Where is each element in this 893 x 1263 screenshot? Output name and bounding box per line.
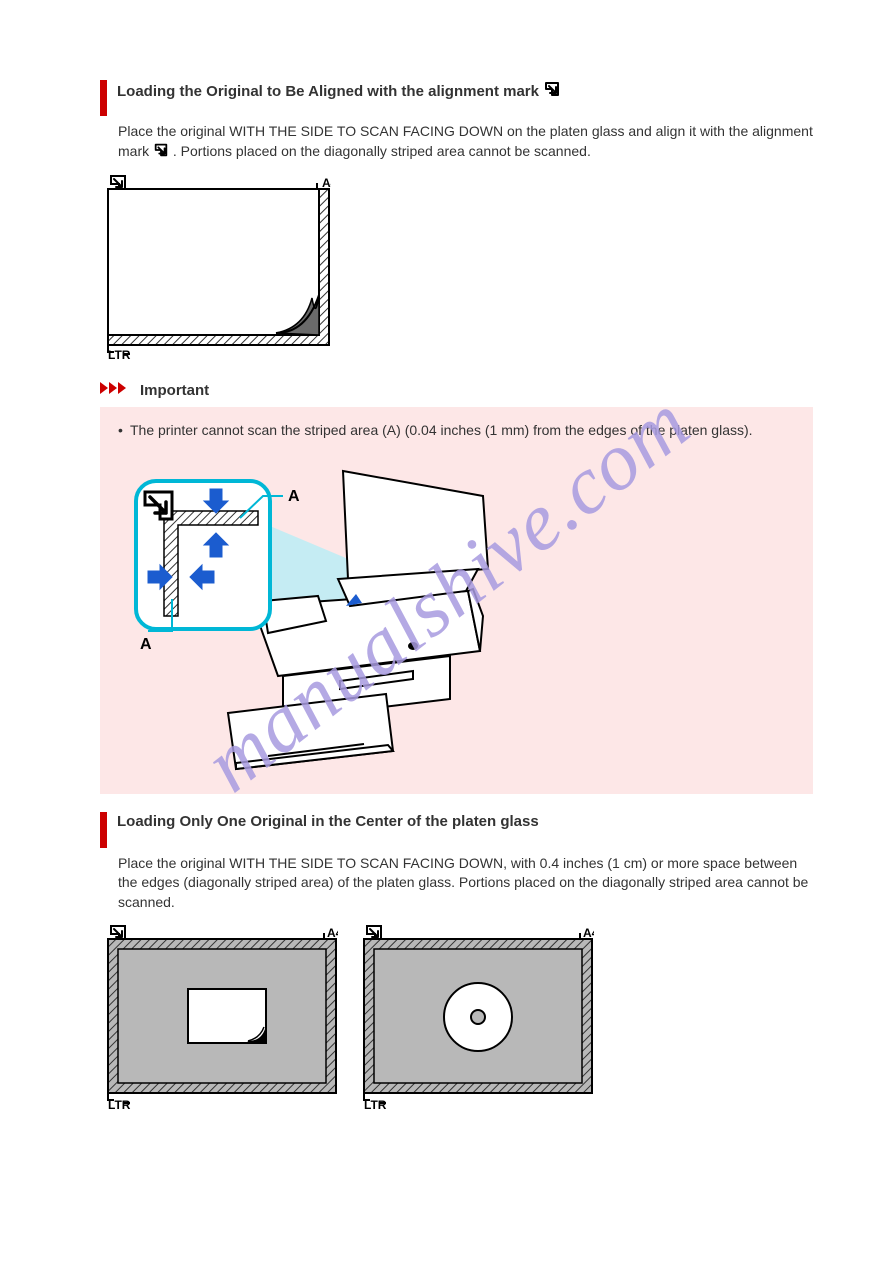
important-bullet-text: The printer cannot scan the striped area… xyxy=(130,421,753,441)
important-panel: • The printer cannot scan the striped ar… xyxy=(100,407,813,794)
ltr-label: LTR xyxy=(364,1098,387,1112)
section1-heading: Loading the Original to Be Aligned with … xyxy=(117,80,561,104)
important-figure: A A xyxy=(118,451,795,776)
section2-body: Place the original WITH THE SIDE TO SCAN… xyxy=(118,854,813,913)
section1-body-suffix: . Portions placed on the diagonally stri… xyxy=(173,143,591,159)
section1-figure: A4 LTR xyxy=(106,173,813,366)
figure-disc-center: A4 LTR xyxy=(362,923,594,1113)
important-block: Important • The printer cannot scan the … xyxy=(100,380,813,794)
red-bar-icon xyxy=(100,80,107,116)
callout-label-A-bottom: A xyxy=(140,636,152,653)
figure-photo-center: A4 LTR xyxy=(106,923,338,1113)
section2-heading: Loading Only One Original in the Center … xyxy=(117,812,539,832)
ltr-label: LTR xyxy=(108,1098,131,1112)
alignment-mark-icon xyxy=(543,80,561,104)
a4-label: A4 xyxy=(583,926,594,940)
bullet-dot-icon: • xyxy=(118,421,130,441)
callout-label-A-top: A xyxy=(288,488,300,505)
chevron-right-icon xyxy=(100,380,134,401)
alignment-mark-icon xyxy=(153,142,169,164)
section1-body: Place the original WITH THE SIDE TO SCAN… xyxy=(118,122,813,163)
section2-heading-row: Loading Only One Original in the Center … xyxy=(100,812,813,848)
red-bar-icon xyxy=(100,812,107,848)
important-bullet: • The printer cannot scan the striped ar… xyxy=(118,421,795,441)
important-title-row: Important xyxy=(100,380,813,401)
section1-heading-text: Loading the Original to Be Aligned with … xyxy=(117,83,543,100)
section2-figures: A4 LTR A4 LTR xyxy=(106,923,813,1113)
important-title: Important xyxy=(140,382,209,399)
page: manualshive.com Loading the Original to … xyxy=(0,0,893,1187)
section1-heading-row: Loading the Original to Be Aligned with … xyxy=(100,80,813,116)
a4-label: A4 xyxy=(322,176,331,190)
a4-label: A4 xyxy=(327,926,338,940)
